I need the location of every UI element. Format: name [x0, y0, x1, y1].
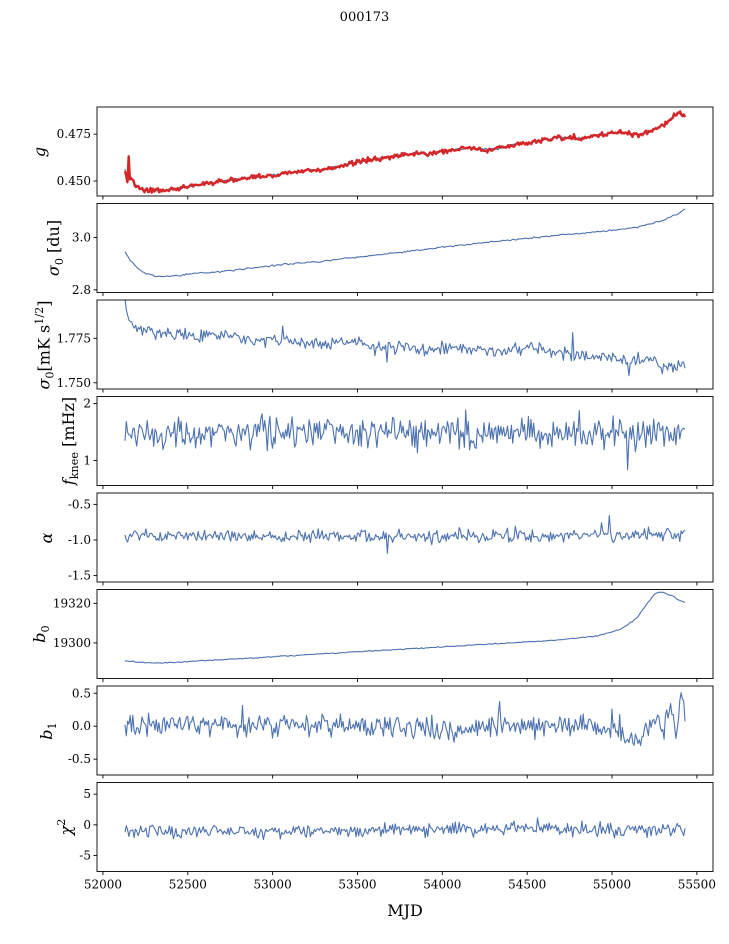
ytick-label: 3.0	[72, 231, 91, 245]
y-axis-label-segment: ]	[34, 300, 54, 307]
panel-fknee: 21	[83, 396, 714, 489]
y-axis-label-fknee: fknee [mHz]	[58, 291, 81, 591]
panel-g: 0.475 0.450	[57, 106, 714, 200]
series-alpha	[124, 515, 686, 554]
ytick-label: 19320	[53, 596, 91, 610]
series-sigma0-mks	[124, 300, 686, 377]
xtick-label: 53000	[254, 878, 292, 892]
panel-chi2: 5 0 -5 52000 52500 53000 53500 54000 54500 55000 5…	[79, 782, 716, 892]
series-fknee	[124, 409, 686, 471]
xtick-label: 55000	[593, 878, 631, 892]
ytick-label: 0.450	[57, 174, 91, 188]
axes-frame-alpha	[96, 492, 714, 583]
axes-frame-sigma0-mks	[96, 299, 714, 390]
ytick-label: 0	[83, 818, 91, 832]
axes-frame-fknee	[96, 396, 714, 486]
ytick-label: -5	[79, 849, 91, 863]
y-axis-label-segment: 0	[43, 370, 57, 379]
axes-frame-g	[96, 106, 714, 197]
axes-frame-sigma0-du	[96, 203, 714, 293]
ytick-label: 1.750	[57, 376, 91, 390]
y-axis-label-segment: 2	[54, 818, 68, 826]
ytick-label: 0.0	[72, 719, 91, 733]
ytick-label: 1	[83, 453, 91, 467]
panel-sigma0-du: 3.0 2.8	[72, 203, 714, 297]
panel-b1: 0.5 0.0 -0.5	[68, 685, 714, 779]
ytick-label: -0.5	[68, 497, 91, 511]
series-b0	[124, 591, 686, 664]
panel-b0: 19320 19300	[53, 589, 714, 682]
series-sigma0-du	[124, 208, 686, 278]
xtick-label: 55500	[678, 878, 716, 892]
y-axis-label-segment: f	[58, 479, 78, 486]
axes-frame-chi2	[96, 782, 714, 872]
xtick-label: 53500	[338, 878, 376, 892]
series-g-red	[123, 110, 687, 194]
y-axis-label-segment: χ	[55, 825, 75, 836]
y-axis-label-segment: 0	[53, 258, 67, 266]
ytick-label: -1.5	[68, 569, 91, 583]
ytick-label: 2	[83, 397, 91, 411]
ytick-label: -0.5	[68, 752, 91, 766]
panel-sigma0-mks: 1.775 1.750	[57, 299, 714, 393]
ytick-label: 19300	[53, 636, 91, 650]
y-axis-label-segment: knee	[68, 451, 81, 480]
axes-frame-b1	[96, 685, 714, 776]
ytick-label: 0.5	[72, 686, 91, 700]
axes-frame-b0	[96, 589, 714, 679]
ytick-label: 2.8	[72, 283, 91, 297]
y-axis-label-segment: 1/2	[33, 306, 46, 325]
ytick-label: -1.0	[68, 533, 91, 547]
series-chi2	[124, 817, 686, 841]
ytick-label: 0.475	[57, 127, 91, 141]
x-axis-label: MJD	[387, 901, 423, 920]
ytick-label: 1.775	[57, 331, 91, 345]
chart-title: 000173	[339, 10, 390, 25]
xtick-label: 54000	[423, 878, 461, 892]
panel-alpha: -0.5 -1.0 -1.5	[68, 492, 714, 586]
y-axis-label-segment: [mK s	[34, 324, 54, 371]
xtick-label: 52500	[169, 878, 207, 892]
y-axis-label-segment: [mHz]	[58, 396, 78, 452]
ytick-label: 5	[83, 787, 91, 801]
xtick-label: 52000	[84, 878, 122, 892]
y-axis-label-chi2: χ2	[51, 677, 75, 944]
xtick-label: 54500	[508, 878, 546, 892]
series-b1	[124, 692, 686, 747]
